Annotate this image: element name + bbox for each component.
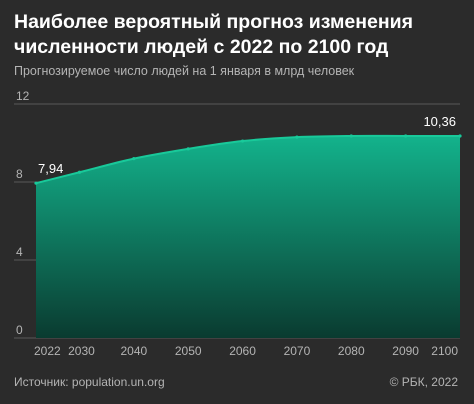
data-point-2070 — [295, 135, 299, 139]
x-tick-label: 2090 — [392, 344, 419, 358]
x-tick-label: 2030 — [68, 344, 95, 358]
data-point-2090 — [404, 134, 408, 138]
data-point-2050 — [186, 147, 190, 151]
data-label: 7,94 — [38, 161, 63, 176]
x-tick-label: 2050 — [175, 344, 202, 358]
data-point-2022 — [34, 181, 38, 185]
x-tick-label: 2100 — [431, 344, 458, 358]
data-point-2080 — [349, 134, 353, 138]
chart-subtitle: Прогнозируемое число людей на 1 января в… — [14, 64, 355, 78]
copyright-note: © РБК, 2022 — [389, 375, 458, 389]
chart-title: Наиболее вероятный прогноз изменения чис… — [14, 11, 414, 58]
data-point-2100 — [458, 134, 462, 138]
data-point-2060 — [240, 139, 245, 143]
data-point-2040 — [132, 157, 136, 161]
x-tick-label: 2060 — [229, 344, 256, 358]
y-tick-label: 8 — [16, 167, 23, 181]
x-tick-label: 2040 — [120, 344, 147, 358]
x-tick-label: 2070 — [284, 344, 311, 358]
x-tick-label: 2080 — [338, 344, 365, 358]
source-note: Источник: population.un.org — [14, 375, 165, 389]
population-area — [36, 135, 460, 338]
y-tick-label: 12 — [16, 89, 30, 103]
y-tick-label: 0 — [16, 323, 23, 337]
data-point-2030 — [77, 170, 82, 174]
y-tick-label: 4 — [16, 245, 23, 259]
data-label: 10,36 — [423, 114, 456, 129]
x-tick-label: 2022 — [34, 344, 61, 358]
